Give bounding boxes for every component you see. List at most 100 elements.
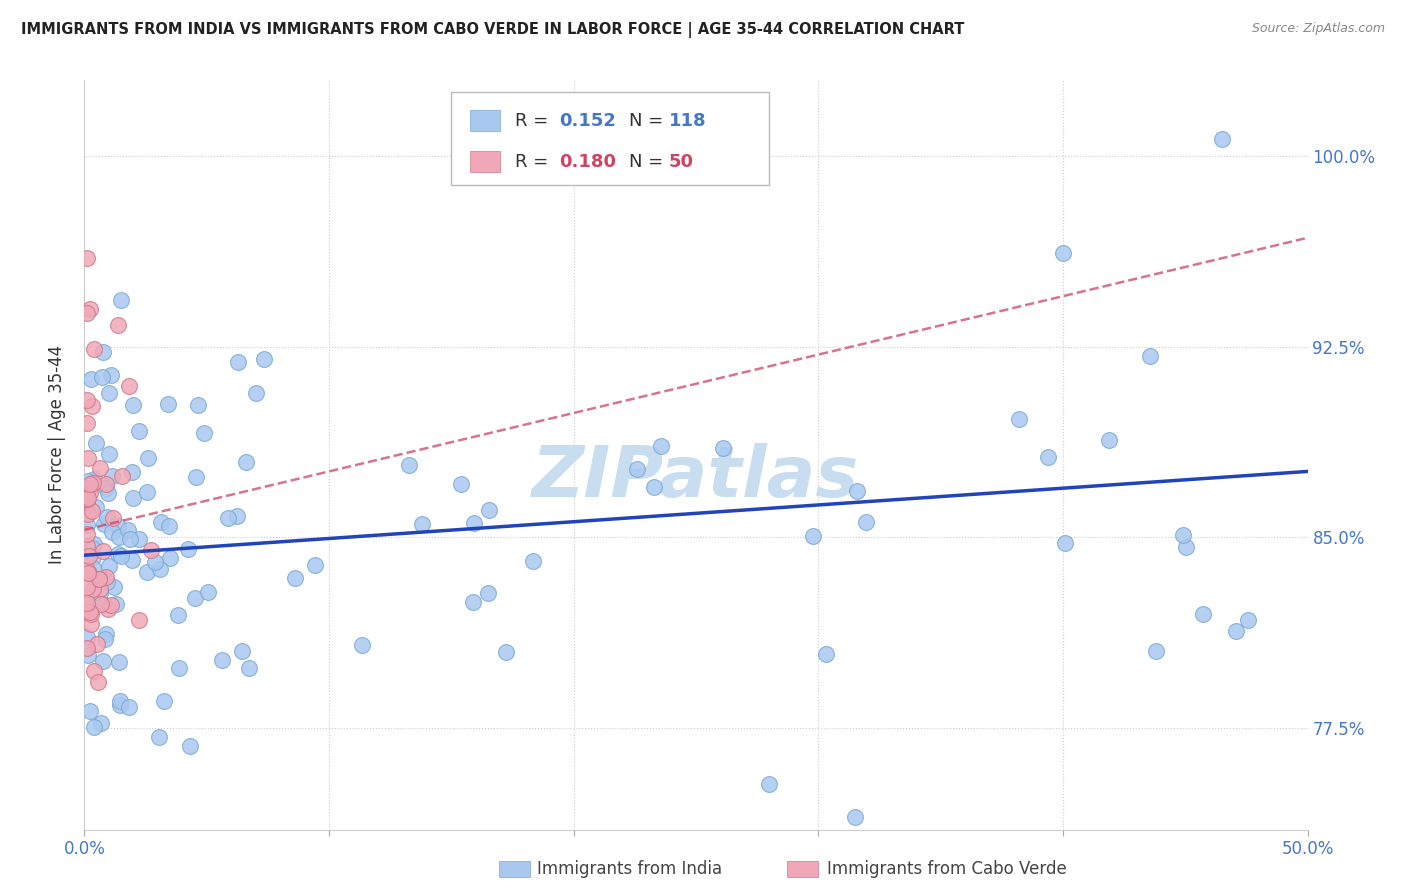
Point: [478, 503, 501, 517]
Point: [107, 548, 129, 562]
Point: [77, 450, 100, 465]
Point: [82, 399, 104, 413]
Point: [128, 613, 150, 627]
Point: [82, 561, 104, 575]
Point: [128, 424, 150, 438]
Point: [83, 536, 105, 550]
Point: [100, 368, 122, 382]
Text: N =: N =: [628, 153, 669, 171]
Point: [79, 477, 101, 491]
Point: [96, 575, 118, 590]
Point: [1054, 536, 1077, 550]
Point: [1171, 527, 1194, 541]
Point: [650, 439, 672, 453]
Point: [193, 425, 215, 440]
Point: [167, 661, 190, 675]
Point: [76, 480, 98, 494]
Point: [79, 704, 101, 718]
Point: [167, 608, 190, 623]
Point: [80, 504, 103, 518]
Point: [77, 507, 100, 521]
Point: [82, 475, 104, 490]
Point: [103, 580, 125, 594]
Point: [184, 591, 207, 605]
Point: [463, 595, 485, 609]
Y-axis label: In Labor Force | Age 35-44: In Labor Force | Age 35-44: [48, 345, 66, 565]
Point: [83, 720, 105, 734]
Point: [91, 344, 114, 359]
Point: [1144, 644, 1167, 658]
Point: [90, 597, 112, 611]
Point: [76, 494, 98, 508]
Text: Immigrants from India: Immigrants from India: [537, 860, 723, 878]
Point: [845, 484, 868, 499]
Point: [117, 699, 139, 714]
Point: [110, 549, 132, 563]
Point: [1008, 412, 1031, 426]
Point: [235, 455, 257, 469]
Point: [177, 542, 200, 557]
Text: R =: R =: [515, 153, 554, 171]
Point: [83, 472, 105, 486]
Point: [76, 251, 98, 265]
Point: [643, 480, 665, 494]
Point: [711, 441, 734, 455]
Point: [844, 810, 866, 824]
Point: [94, 476, 117, 491]
Point: [76, 526, 98, 541]
Text: 0.180: 0.180: [560, 153, 616, 171]
Point: [76, 630, 98, 644]
Point: [87, 675, 110, 690]
Point: [96, 510, 118, 524]
Point: [76, 306, 98, 320]
Point: [89, 586, 111, 600]
Point: [94, 481, 117, 495]
Point: [159, 519, 181, 533]
Point: [97, 602, 120, 616]
Point: [217, 510, 239, 524]
Point: [143, 555, 166, 569]
Point: [76, 640, 98, 655]
Point: [117, 524, 139, 538]
Point: [136, 451, 159, 466]
Point: [79, 566, 101, 580]
Point: [101, 511, 124, 525]
FancyBboxPatch shape: [470, 111, 501, 131]
Point: [101, 525, 124, 540]
Point: [108, 655, 131, 669]
Point: [121, 398, 143, 412]
Point: [77, 475, 100, 489]
Text: ZIPatlas: ZIPatlas: [533, 443, 859, 512]
Text: 118: 118: [669, 112, 707, 129]
Point: [157, 397, 180, 411]
Point: [80, 372, 103, 386]
Point: [94, 626, 117, 640]
Point: [121, 553, 143, 567]
Point: [411, 517, 433, 532]
Point: [97, 447, 120, 461]
Point: [77, 648, 100, 663]
Text: Immigrants from Cabo Verde: Immigrants from Cabo Verde: [827, 860, 1067, 878]
Point: [1192, 607, 1215, 621]
Point: [97, 485, 120, 500]
Point: [76, 596, 98, 610]
Point: [352, 638, 374, 652]
Point: [76, 563, 98, 577]
Point: [110, 293, 132, 307]
Point: [93, 517, 115, 532]
Point: [1139, 349, 1161, 363]
Point: [80, 541, 103, 555]
Point: [87, 573, 110, 587]
Point: [97, 559, 120, 574]
Point: [77, 491, 100, 505]
Point: [79, 617, 101, 632]
Point: [76, 518, 98, 533]
Point: [398, 458, 420, 472]
Point: [83, 343, 105, 357]
Point: [1098, 433, 1121, 447]
Point: [76, 580, 98, 594]
Point: [1211, 131, 1233, 145]
Point: [1237, 613, 1260, 627]
Point: [626, 462, 648, 476]
Point: [855, 515, 877, 529]
